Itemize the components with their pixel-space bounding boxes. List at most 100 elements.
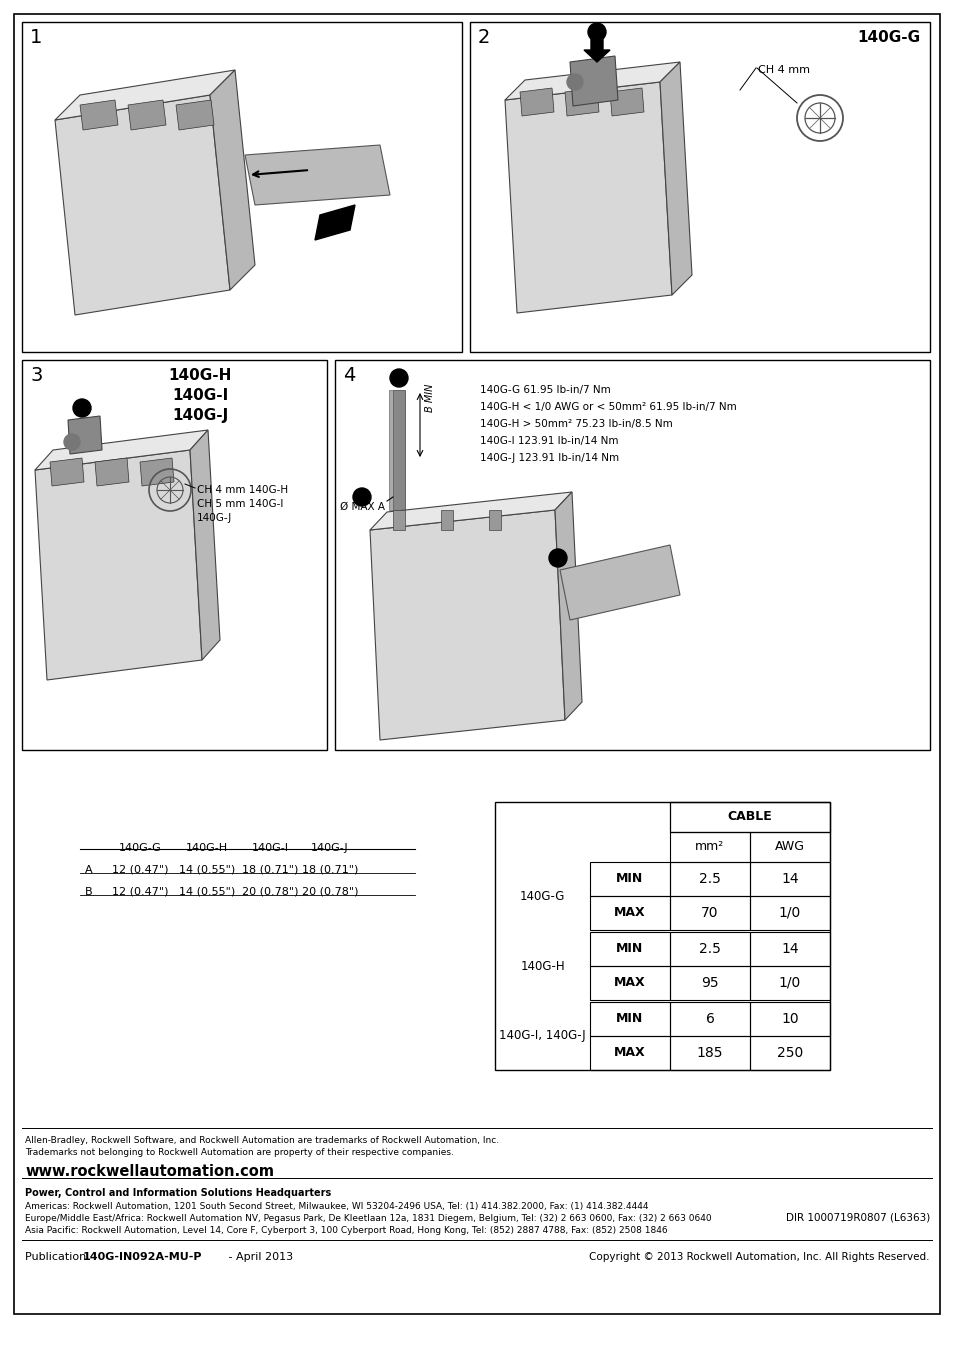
Text: 140G-H: 140G-H xyxy=(519,960,564,972)
Text: Europe/Middle East/Africa: Rockwell Automation NV, Pegasus Park, De Kleetlaan 12: Europe/Middle East/Africa: Rockwell Auto… xyxy=(25,1214,711,1223)
Bar xyxy=(749,832,829,863)
Bar xyxy=(393,390,405,510)
Text: 2.5: 2.5 xyxy=(699,942,720,956)
Text: Copyright © 2013 Rockwell Automation, Inc. All Rights Reserved.: Copyright © 2013 Rockwell Automation, In… xyxy=(589,1251,929,1262)
Text: 2: 2 xyxy=(79,402,85,410)
Text: 18 (0.71"): 18 (0.71") xyxy=(301,865,357,875)
Text: Trademarks not belonging to Rockwell Automation are property of their respective: Trademarks not belonging to Rockwell Aut… xyxy=(25,1148,454,1157)
Polygon shape xyxy=(559,545,679,620)
Text: 140G-H: 140G-H xyxy=(168,369,232,383)
Bar xyxy=(669,931,749,967)
Bar xyxy=(335,360,929,751)
Text: CH 4 mm: CH 4 mm xyxy=(758,65,809,76)
Text: 140G-J: 140G-J xyxy=(311,842,349,853)
Text: 140G-G: 140G-G xyxy=(519,890,564,903)
Bar xyxy=(589,896,669,930)
Text: 1: 1 xyxy=(30,28,42,47)
Polygon shape xyxy=(50,458,84,486)
Text: MAX: MAX xyxy=(614,906,645,919)
Text: 3: 3 xyxy=(30,366,42,385)
Text: 1: 1 xyxy=(69,436,75,446)
Bar xyxy=(470,22,929,352)
Text: MIN: MIN xyxy=(616,872,643,886)
Polygon shape xyxy=(370,510,564,740)
Polygon shape xyxy=(555,491,581,720)
Bar xyxy=(749,896,829,930)
Text: 14 (0.55"): 14 (0.55") xyxy=(178,865,234,875)
Text: 140G-H > 50mm² 75.23 lb-in/8.5 Nm: 140G-H > 50mm² 75.23 lb-in/8.5 Nm xyxy=(479,418,672,429)
Text: 20 (0.78"): 20 (0.78") xyxy=(241,887,298,896)
Text: Asia Pacific: Rockwell Automation, Level 14, Core F, Cyberport 3, 100 Cyberport : Asia Pacific: Rockwell Automation, Level… xyxy=(25,1226,667,1235)
Bar xyxy=(749,931,829,967)
Bar xyxy=(22,360,327,751)
Polygon shape xyxy=(583,38,609,62)
Polygon shape xyxy=(35,431,208,470)
Text: 140G-IN092A-MU-P: 140G-IN092A-MU-P xyxy=(83,1251,202,1262)
Bar xyxy=(669,802,829,832)
Polygon shape xyxy=(80,100,118,130)
Bar xyxy=(589,1035,669,1071)
Bar xyxy=(669,967,749,1000)
Bar xyxy=(669,832,749,863)
Bar xyxy=(669,1035,749,1071)
Polygon shape xyxy=(504,62,679,100)
Circle shape xyxy=(548,549,566,567)
Text: 1: 1 xyxy=(395,373,402,381)
Text: CH 5 mm 140G-I: CH 5 mm 140G-I xyxy=(196,500,283,509)
Bar xyxy=(495,802,829,1071)
Text: DIR 1000719R0807 (L6363): DIR 1000719R0807 (L6363) xyxy=(785,1212,929,1222)
Bar xyxy=(749,1035,829,1071)
Text: MAX: MAX xyxy=(614,976,645,990)
Text: Ø MAX A: Ø MAX A xyxy=(339,502,385,512)
Text: MIN: MIN xyxy=(616,942,643,956)
Text: 95: 95 xyxy=(700,976,718,990)
Polygon shape xyxy=(489,510,500,531)
Polygon shape xyxy=(55,95,230,315)
Text: - April 2013: - April 2013 xyxy=(225,1251,293,1262)
Text: 2: 2 xyxy=(594,26,599,34)
Circle shape xyxy=(566,74,582,90)
Polygon shape xyxy=(55,70,234,120)
Text: mm²: mm² xyxy=(695,841,724,853)
Polygon shape xyxy=(504,82,671,313)
Text: 140G-I: 140G-I xyxy=(172,387,228,404)
Text: 140G-G: 140G-G xyxy=(118,842,161,853)
Text: 14: 14 xyxy=(781,872,798,886)
Bar xyxy=(589,967,669,1000)
Circle shape xyxy=(587,23,605,40)
Text: 2: 2 xyxy=(358,491,365,500)
Text: 140G-I 123.91 lb-in/14 Nm: 140G-I 123.91 lb-in/14 Nm xyxy=(479,436,618,446)
Text: 1/0: 1/0 xyxy=(778,976,801,990)
Text: B: B xyxy=(85,887,92,896)
Text: CH 4 mm 140G-H: CH 4 mm 140G-H xyxy=(196,485,288,495)
Polygon shape xyxy=(370,491,572,531)
Polygon shape xyxy=(314,205,355,240)
Text: 12 (0.47"): 12 (0.47") xyxy=(112,865,168,875)
Bar xyxy=(669,1002,749,1035)
Text: 20 (0.78"): 20 (0.78") xyxy=(301,887,358,896)
Text: Publication: Publication xyxy=(25,1251,90,1262)
Text: 140G-G 61.95 lb-in/7 Nm: 140G-G 61.95 lb-in/7 Nm xyxy=(479,385,610,396)
Polygon shape xyxy=(609,88,643,116)
Text: A: A xyxy=(85,865,92,875)
Text: 140G-J: 140G-J xyxy=(172,408,228,423)
Text: Allen-Bradley, Rockwell Software, and Rockwell Automation are trademarks of Rock: Allen-Bradley, Rockwell Software, and Ro… xyxy=(25,1135,498,1145)
Circle shape xyxy=(390,369,408,387)
Text: 140G-G: 140G-G xyxy=(856,30,919,45)
Polygon shape xyxy=(519,88,554,116)
Text: 140G-J: 140G-J xyxy=(196,513,232,522)
Polygon shape xyxy=(393,510,405,531)
Bar xyxy=(589,931,669,967)
Text: 4: 4 xyxy=(343,366,355,385)
Text: 6: 6 xyxy=(705,1012,714,1026)
Polygon shape xyxy=(659,62,691,296)
Text: 70: 70 xyxy=(700,906,718,919)
Polygon shape xyxy=(569,55,618,107)
Text: MIN: MIN xyxy=(616,1012,643,1026)
Polygon shape xyxy=(128,100,166,130)
Text: 140G-J 123.91 lb-in/14 Nm: 140G-J 123.91 lb-in/14 Nm xyxy=(479,454,618,463)
Text: 140G-H: 140G-H xyxy=(186,842,228,853)
Text: 2.5: 2.5 xyxy=(699,872,720,886)
Text: CABLE: CABLE xyxy=(727,810,772,824)
Polygon shape xyxy=(175,100,213,130)
